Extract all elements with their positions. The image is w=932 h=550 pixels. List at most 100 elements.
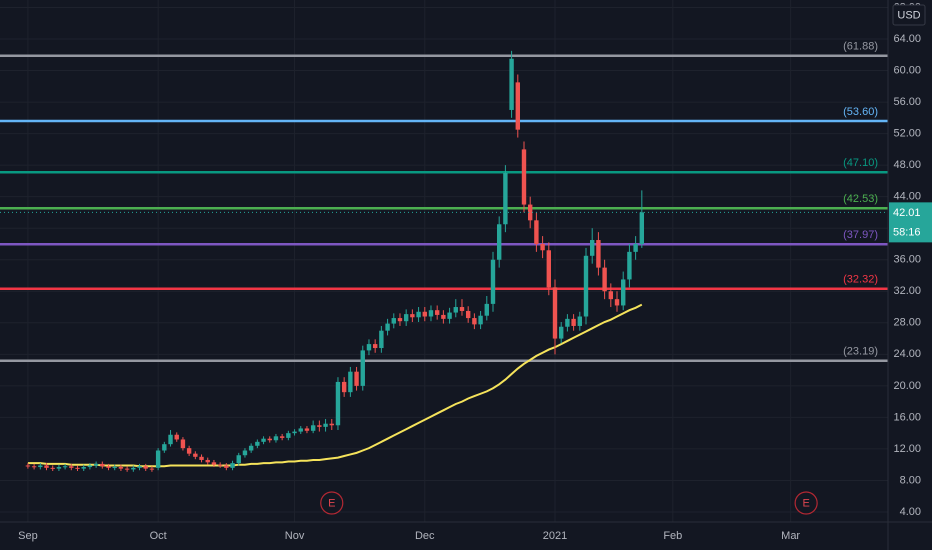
candle-body [273,436,279,441]
candle-body [93,463,99,466]
x-tick-label: Oct [150,530,167,542]
level-label: (47.10) [843,157,878,169]
candle-body [422,311,427,317]
x-tick-label: Dec [415,530,435,542]
y-tick-label: 44.00 [893,191,921,203]
candle-body [261,438,266,442]
candle-body [304,428,310,431]
level-label: (42.53) [843,193,878,205]
candle-body [571,318,576,326]
candle-body [168,434,173,445]
candle-body [31,466,37,468]
candle-body [410,314,415,318]
candle-body [112,467,117,469]
level-label: (61.88) [843,41,878,53]
moving-average [27,303,643,468]
candle-body [155,450,161,468]
candle-body [81,467,86,469]
x-tick-label: Sep [18,530,38,542]
candle-body [162,444,167,451]
candle-body [230,463,235,468]
y-tick-label: 20.00 [893,380,921,392]
candle-body [360,350,365,386]
candle-body [75,467,80,469]
last-price-badge [889,202,932,243]
candle-body [267,438,272,441]
earnings-circle [320,491,344,515]
candle-body [403,314,409,322]
last-price: 42.01 [893,207,921,219]
candle-body [211,462,217,465]
candle-body [44,465,49,468]
candle-body [577,316,583,326]
levels: (61.88) (53.60) (47.10) (42.53) (37.97) (32.3… [0,41,888,362]
candle-body [515,82,520,130]
y-tick-label: 56.00 [893,96,921,108]
candle-body [391,318,396,324]
candle-body [298,428,303,432]
level-label: (32.32) [843,274,878,286]
candle-body [552,287,558,339]
candle-body [242,450,248,456]
x-tick-label: Nov [285,530,305,542]
candle-body [279,436,285,438]
candle-body [248,445,254,451]
level-label: (37.97) [843,229,878,241]
y-tick-label: 8.00 [900,474,921,486]
candle-body [131,467,136,470]
candle-body [459,307,465,311]
y-tick-label: 48.00 [893,159,921,171]
earnings-label: E [328,497,335,509]
y-tick-label: 12.00 [893,443,921,455]
candle-body [509,58,514,110]
earnings-circle [794,491,818,515]
candle-body [124,468,130,470]
candle-body [472,318,477,325]
y-tick-label: 36.00 [893,254,921,266]
y-tick-label: 32.00 [893,285,921,297]
candle-body [62,466,68,468]
candle-body [236,455,241,464]
candle-body [217,464,223,466]
candle-body [379,330,384,349]
y-tick-label: 28.00 [893,317,921,329]
candle-body [602,267,607,292]
earnings-marker[interactable]: E [794,491,818,515]
axes: 4.00 8.00 12.00 16.00 20.00 24.00 28.00 32.00 36… [18,1,932,542]
y-tick-label: 52.00 [893,128,921,140]
y-tick-label: 60.00 [893,64,921,76]
candle-body [205,459,210,463]
candle-body [38,465,43,468]
x-tick-label: Feb [663,530,682,542]
earnings-label: E [802,497,809,509]
candle-body [490,259,496,304]
currency-box[interactable] [892,4,926,26]
candle-body [143,466,148,469]
candle-body [180,439,186,449]
candle-body [366,344,372,351]
candle-body [596,240,601,268]
candle-body [621,279,626,306]
candle-body [286,433,291,438]
candle-body [186,448,192,454]
candle-body [428,310,434,317]
candle-body [434,310,440,315]
candle-body [25,465,31,467]
candle-body [559,326,564,339]
candle-body [478,315,483,325]
candle-body [534,220,539,244]
candle-body [397,318,403,322]
candle-body [199,456,204,460]
candle-body [341,381,347,393]
currency: USD [897,9,920,21]
y-tick-label: 4.00 [900,506,921,518]
candle-body [317,425,322,427]
candle-body [441,314,446,319]
candle-body [521,149,527,205]
candle-body [583,255,589,317]
candle-body [224,465,229,468]
earnings-marker[interactable]: E [320,491,344,515]
candle-body [329,423,334,426]
